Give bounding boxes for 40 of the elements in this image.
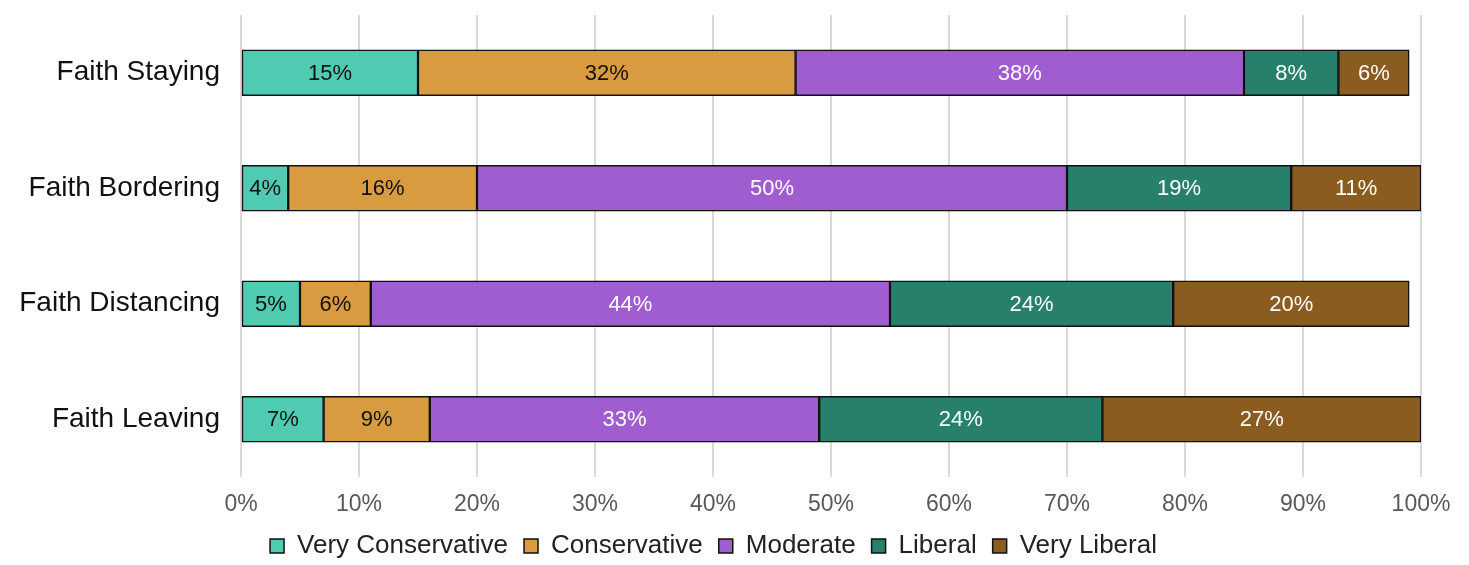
legend-label: Moderate	[745, 529, 856, 560]
data-label: 9%	[360, 406, 393, 432]
data-label: 20%	[1269, 290, 1314, 316]
data-label: 4%	[249, 175, 281, 201]
data-label: 19%	[1157, 175, 1202, 201]
x-tick-label: 0%	[224, 490, 258, 517]
data-label: 7%	[266, 406, 299, 432]
x-tick-label: 10%	[335, 490, 383, 517]
y-tick-label: Faith Staying	[56, 55, 220, 87]
legend-label: Conservative	[551, 529, 703, 560]
x-tick-label: 60%	[925, 490, 973, 517]
data-label: 24%	[938, 406, 983, 432]
x-tick-label: 50%	[807, 490, 855, 517]
y-tick-label: Faith Bordering	[28, 170, 220, 202]
x-tick-label: 20%	[453, 490, 501, 517]
data-label: 33%	[602, 406, 647, 432]
legend-label: Very Conservative	[297, 529, 509, 560]
x-tick-label: 30%	[571, 490, 619, 517]
data-label: 32%	[584, 59, 629, 85]
legend-label: Liberal	[898, 529, 977, 560]
data-label: 15%	[307, 59, 353, 85]
x-tick-label: 100%	[1391, 490, 1451, 517]
data-label: 11%	[1334, 175, 1378, 201]
data-label: 38%	[997, 59, 1042, 85]
data-label: 16%	[360, 175, 405, 201]
data-label: 44%	[608, 290, 653, 316]
data-label: 6%	[1357, 59, 1390, 85]
y-tick-label: Faith Leaving	[51, 401, 220, 433]
data-label: 6%	[319, 290, 352, 316]
data-label: 50%	[749, 175, 795, 201]
data-label: 5%	[255, 290, 287, 316]
legend-label: Very Liberal	[1019, 529, 1157, 560]
x-tick-label: 80%	[1161, 490, 1209, 517]
data-label: 24%	[1009, 290, 1054, 316]
y-tick-label: Faith Distancing	[19, 286, 220, 318]
x-tick-label: 90%	[1279, 490, 1327, 517]
data-label: 27%	[1239, 406, 1284, 432]
data-label: 8%	[1275, 59, 1308, 85]
x-tick-label: 70%	[1043, 490, 1091, 517]
x-tick-label: 40%	[689, 490, 737, 517]
